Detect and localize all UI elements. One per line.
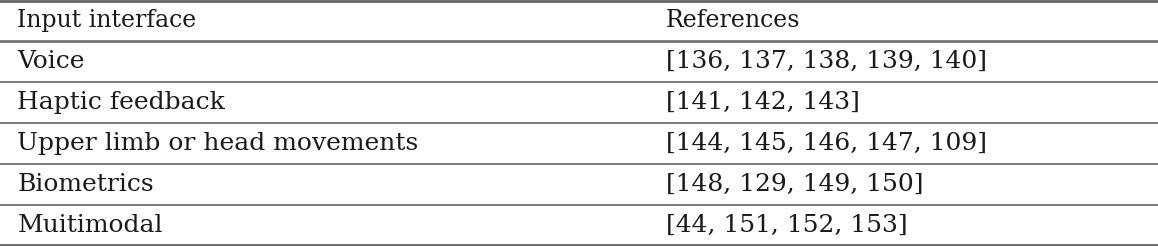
Text: [44, 151, 152, 153]: [44, 151, 152, 153] <box>666 214 908 237</box>
Text: Muitimodal: Muitimodal <box>17 214 163 237</box>
Text: Haptic feedback: Haptic feedback <box>17 91 226 114</box>
Text: References: References <box>666 9 800 32</box>
Text: [148, 129, 149, 150]: [148, 129, 149, 150] <box>666 173 923 196</box>
Text: Upper limb or head movements: Upper limb or head movements <box>17 132 419 155</box>
Text: [136, 137, 138, 139, 140]: [136, 137, 138, 139, 140] <box>666 50 987 73</box>
Text: Voice: Voice <box>17 50 85 73</box>
Text: Biometrics: Biometrics <box>17 173 154 196</box>
Text: [144, 145, 146, 147, 109]: [144, 145, 146, 147, 109] <box>666 132 987 155</box>
Text: Input interface: Input interface <box>17 9 197 32</box>
Text: [141, 142, 143]: [141, 142, 143] <box>666 91 859 114</box>
